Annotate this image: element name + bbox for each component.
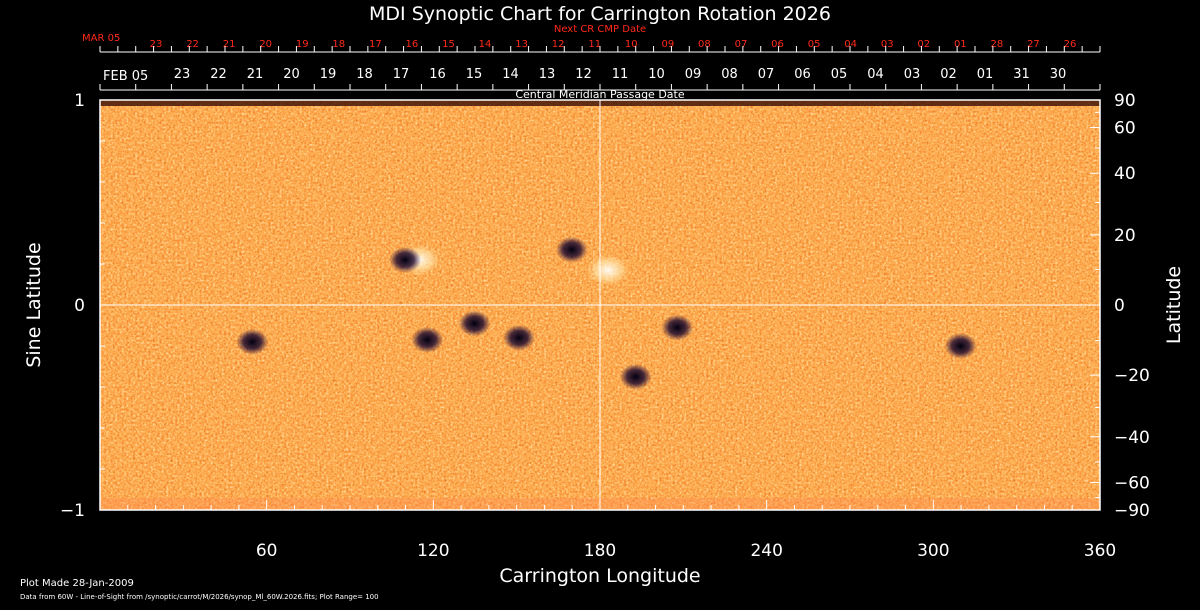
x-tick-label: 180 [584,541,616,561]
y-axis-label-left: Sine Latitude [23,242,45,367]
next-cr-date-label: 03 [881,39,894,50]
cmp-date-label: 22 [210,67,227,82]
next-cr-date-label: 13 [515,39,528,50]
x-tick-label: 60 [256,541,278,561]
next-cr-date-label: 26 [1064,39,1077,50]
cmp-date-label: 14 [502,67,519,82]
y-right-tick-label: −40 [1114,428,1150,448]
next-cr-date-label: 18 [332,39,345,50]
date-axes: 23 22 21 20 19 18 17 16 15 14 13 12 11 10 09 08 07 06 05 04… [99,39,1101,90]
next-cr-date-label: 27 [1027,39,1040,50]
next-cr-date-label: 14 [479,39,492,50]
y-left-tick-label: 1 [74,91,85,111]
cmp-date-label: 07 [758,67,775,82]
plot-made-note: Plot Made 28-Jan-2009 [20,578,134,589]
negative-region [619,363,652,390]
y-right-tick-label: 40 [1114,164,1136,184]
next-cr-date-label: 07 [735,39,748,50]
x-tick-label: 120 [417,541,449,561]
cmp-date-label: 04 [867,67,884,82]
cmp-date-label: 02 [940,67,957,82]
next-cr-date-label: 09 [661,39,674,50]
data-source-note: Data from 60W - Line-of-Sight from /syno… [20,593,379,601]
next-cr-date-label: 19 [296,39,309,50]
next-cr-date-label: 01 [954,39,967,50]
next-cr-date-label: 04 [844,39,857,50]
negative-region [944,333,977,359]
negative-region [555,236,588,263]
negative-region [458,310,491,337]
cmp-date-label: 06 [794,67,811,82]
x-tick-label: 300 [917,541,949,561]
next-cr-label: Next CR CMP Date [554,24,646,35]
cmp-date-label: 17 [393,67,410,82]
y-axis-label-right: Latitude [1163,266,1185,344]
cmp-date-label: 15 [466,67,483,82]
y-right-tick-label: −20 [1114,366,1150,386]
negative-region [503,324,535,351]
cmp-date-label: 12 [575,67,592,82]
negative-region [236,328,269,355]
cmp-date-label: 11 [612,67,629,82]
y-right-tick-label: 20 [1114,226,1136,246]
cmp-date-label: 10 [648,67,665,82]
next-cr-date-label: 22 [186,39,199,50]
cmp-date-label: 03 [904,67,921,82]
negative-region [661,314,694,341]
cmp-month: FEB 05 [103,69,148,84]
next-cr-date-label: 16 [406,39,419,50]
cmp-date-label: 09 [685,67,702,82]
x-axis-label: Carrington Longitude [499,565,700,587]
next-cr-date-label: 08 [698,39,711,50]
next-cr-date-label: 10 [625,39,638,50]
y-right-tick-label: −90 [1114,501,1150,521]
cmp-date-label: 05 [831,67,848,82]
cmp-date-label: 01 [977,67,994,82]
x-tick-label: 240 [750,541,782,561]
cmp-date-label: 31 [1013,67,1030,82]
cmp-date-label: 23 [174,67,191,82]
negative-region [389,246,422,273]
y-right-tick-label: 90 [1114,91,1136,111]
y-right-tick-label: 60 [1114,118,1136,138]
axis-ticks: 60 120 180 240 300 360 1 0 −1 90 60 40 20 0 −20 −40 −60 −… [60,91,1150,561]
cmp-date-label: 16 [429,67,446,82]
cmp-date-label: 08 [721,67,738,82]
cmp-label: Central Meridian Passage Date [515,88,684,101]
cmp-date-label: 13 [539,67,556,82]
cmp-date-label: 21 [247,67,264,82]
next-cr-date-label: 21 [223,39,236,50]
negative-region [411,326,444,353]
next-cr-date-label: 12 [552,39,565,50]
next-cr-date-label: 17 [369,39,382,50]
cmp-date-label: 19 [320,67,337,82]
y-right-tick-label: −60 [1114,474,1150,494]
chart-title: MDI Synoptic Chart for Carrington Rotati… [369,3,831,25]
next-cr-date-label: 28 [991,39,1004,50]
x-tick-label: 360 [1084,541,1116,561]
cmp-date-label: 18 [356,67,373,82]
y-left-tick-label: 0 [74,296,85,316]
next-cr-date-label: 20 [259,39,272,50]
next-cr-date-label: 05 [808,39,821,50]
y-left-tick-label: −1 [60,501,85,521]
next-cr-date-label: 06 [771,39,784,50]
cmp-date-label: 30 [1050,67,1067,82]
next-cr-date-label: 15 [442,39,455,50]
next-cr-date-label: 11 [588,39,601,50]
positive-region [586,254,630,287]
next-cr-date-label: 02 [917,39,930,50]
cmp-date-label: 20 [283,67,300,82]
next-cr-date-label: 23 [150,39,163,50]
y-right-tick-label: 0 [1114,296,1125,316]
next-cr-month: MAR 05 [82,33,120,44]
